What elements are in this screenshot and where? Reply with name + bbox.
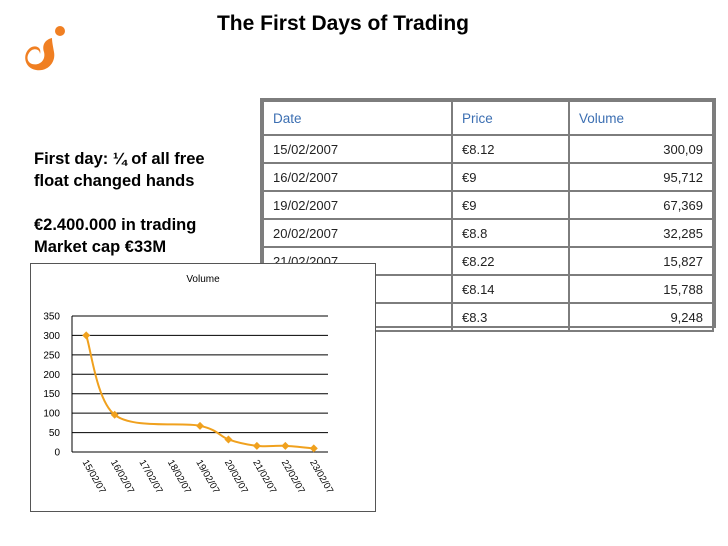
data-point [110,410,119,419]
chart-title: Volume [186,274,220,285]
summary-line-1: First day: ¼ of all free [34,150,205,168]
x-tick-label: 16/02/07 [108,458,136,496]
data-point [82,331,91,340]
cell-price: €8.12 [451,134,570,164]
cell-price: €8.3 [451,302,570,332]
summary-line-2: float changed hands [34,172,195,190]
cell-date: 15/02/2007 [262,134,453,164]
y-tick-label: 300 [43,331,60,342]
header-price: Price [451,100,570,136]
x-tick-label: 15/02/07 [80,458,108,496]
logo-dot [55,26,65,36]
cell-volume: 300,09 [568,134,714,164]
data-point [252,441,261,450]
cell-volume: 32,285 [568,218,714,248]
x-tick-label: 23/02/07 [307,458,335,496]
x-tick-label: 20/02/07 [222,458,250,496]
table-header-row: Date Price Volume [262,100,714,136]
slide-title: The First Days of Trading [216,12,470,35]
cell-volume: 15,788 [568,274,714,304]
data-point [281,441,290,450]
series-line [85,335,314,450]
y-tick-label: 250 [43,350,60,361]
table-row: 15/02/2007 €8.12 300,09 [262,134,714,164]
cell-volume: 9,248 [568,302,714,332]
x-tick-label: 18/02/07 [165,458,193,496]
cell-price: €8.14 [451,274,570,304]
cell-date: 20/02/2007 [262,218,453,248]
y-tick-label: 350 [43,312,60,323]
x-tick-label: 22/02/07 [279,458,307,496]
cell-price: €9 [451,162,570,192]
trading-table-container: Date Price Volume 15/02/2007 €8.12 300,09 1… [260,98,716,332]
summary-line-4: Market cap €33M [34,238,167,256]
cell-date: 16/02/2007 [262,162,453,192]
table-row: 21/02/2007 €8.22 15,827 [262,246,714,276]
cell-volume: 67,369 [568,190,714,220]
cell-date: 19/02/2007 [262,190,453,220]
y-tick-label: 50 [49,428,61,439]
summary-line-3: €2.400.000 in trading [34,216,197,234]
header-volume: Volume [568,100,714,136]
cell-volume: 15,827 [568,246,714,276]
table-row: 19/02/2007 €9 67,369 [262,190,714,220]
x-tick-label: 17/02/07 [137,458,165,496]
x-tick-label: 19/02/07 [193,458,221,496]
table-row: 16/02/2007 €9 95,712 [262,162,714,192]
cell-price: €8.8 [451,218,570,248]
volume-chart-svg: Volume 0 50 100 150 200 250 300 350 15/02/07 16/02… [43,274,335,496]
cell-price: €9 [451,190,570,220]
summary-text: First day: ¼ of all free float changed h… [34,148,259,258]
y-tick-label: 200 [43,370,60,381]
y-tick-label: 0 [54,448,60,459]
volume-chart: Volume 0 50 100 150 200 250 300 350 15/02/07 16/02… [30,263,376,512]
header-date: Date [262,100,453,136]
cell-volume: 95,712 [568,162,714,192]
cell-price: €8.22 [451,246,570,276]
table-row: 20/02/2007 €8.8 32,285 [262,218,714,248]
x-tick-label: 21/02/07 [250,458,278,496]
logo-swoosh [25,38,55,71]
data-point [309,444,318,453]
y-tick-label: 100 [43,409,60,420]
company-logo [25,26,65,71]
y-tick-label: 150 [43,389,60,400]
data-point [224,435,233,444]
data-point [196,421,204,430]
